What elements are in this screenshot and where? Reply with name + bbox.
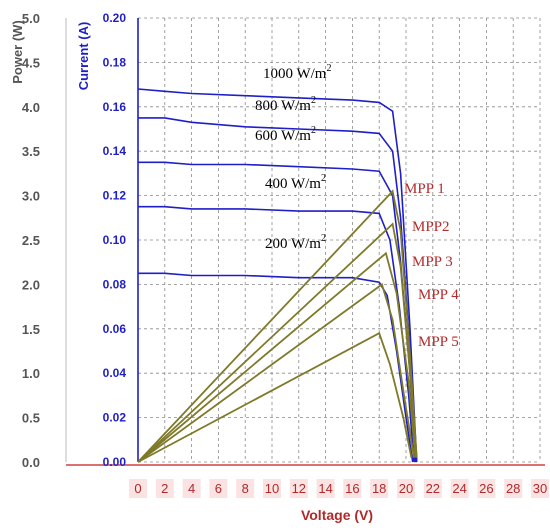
irradiance-label: 400 W/m2 <box>265 173 326 192</box>
x-tick-label: 26 <box>479 481 493 496</box>
x-tick-box <box>450 479 469 498</box>
x-tick-box <box>370 479 389 498</box>
x-tick-label: 30 <box>533 481 547 496</box>
x-tick-label: 20 <box>399 481 413 496</box>
current-tick-label: 0.16 <box>103 100 127 114</box>
power-tick-label: 0.0 <box>22 455 40 470</box>
power-tick-label: 4.5 <box>22 55 40 70</box>
power-tick-label: 4.0 <box>22 100 40 115</box>
power-tick-label: 3.5 <box>22 144 40 159</box>
x-tick-box <box>182 479 201 498</box>
x-tick-box <box>531 479 549 498</box>
power-tick-label: 2.0 <box>22 277 40 292</box>
current-tick-label: 0.04 <box>103 366 127 380</box>
x-tick-box <box>316 479 335 498</box>
current-curves <box>137 88 418 463</box>
x-tick-label: 22 <box>426 481 440 496</box>
x-tick-box <box>209 479 228 498</box>
power-tick-label: 0.5 <box>22 411 40 426</box>
power-tick-label: 1.5 <box>22 322 40 337</box>
x-tick-box <box>423 479 442 498</box>
current-axis-title: Current (A) <box>76 22 91 91</box>
irradiance-superscript: 2 <box>321 173 326 184</box>
current-tick-label: 0.08 <box>103 277 127 291</box>
irradiance-label: 200 W/m2 <box>265 233 326 252</box>
irradiance-superscript: 2 <box>311 125 316 136</box>
axes: 5.0 4.5 4.0 3.5 3.0 2.5 2.0 1.5 1.0 0.5 0.0 0.20 0.1… <box>10 11 549 523</box>
mpp-label: MPP 1 <box>404 181 445 197</box>
mpp-label: MPP 5 <box>418 334 459 350</box>
x-tick-label: 14 <box>318 481 332 496</box>
irradiance-label: 1000 W/m2 <box>263 63 331 82</box>
irradiance-superscript: 2 <box>311 95 316 106</box>
x-tick-label: 8 <box>242 481 249 496</box>
irradiance-superscript: 2 <box>326 63 331 74</box>
current-tick-label: 0.02 <box>103 411 127 425</box>
power-tick-label: 1.0 <box>22 366 40 381</box>
x-tick-label: 12 <box>292 481 306 496</box>
current-tick-label: 0.06 <box>103 322 127 336</box>
power-curve-4 <box>137 282 415 463</box>
x-axis-title: Voltage (V) <box>301 507 373 523</box>
x-tick-label: 4 <box>188 481 195 496</box>
x-tick-label: 6 <box>215 481 222 496</box>
x-tick-label: 0 <box>134 481 141 496</box>
x-tick-box <box>397 479 415 498</box>
power-axis-title: Power (W) <box>10 20 25 84</box>
current-curve-5 <box>138 272 414 463</box>
x-tick-box <box>504 479 523 498</box>
current-tick-label: 0.14 <box>103 144 127 158</box>
mpp-label: MPP 4 <box>418 287 459 303</box>
power-tick-label: 2.5 <box>22 233 40 248</box>
x-tick-box <box>289 479 308 498</box>
x-tick-label: 28 <box>506 481 520 496</box>
x-tick-label: 2 <box>161 481 168 496</box>
current-curve-1 <box>137 88 418 463</box>
power-curve-1 <box>137 189 418 463</box>
power-curve-2 <box>137 222 418 463</box>
mpp-label: MPP 3 <box>412 254 453 270</box>
x-tick-box <box>343 479 362 498</box>
current-tick-label: 0.12 <box>103 189 127 203</box>
x-tick-label: 10 <box>265 481 279 496</box>
x-tick-box <box>155 479 174 498</box>
grid <box>137 17 541 463</box>
x-tick-label: 24 <box>452 481 466 496</box>
irradiance-label: 600 W/m2 <box>255 125 316 144</box>
current-tick-label: 0.20 <box>103 11 127 25</box>
x-tick-box <box>236 479 255 498</box>
power-tick-label: 3.0 <box>22 189 40 204</box>
irradiance-superscript: 2 <box>321 233 326 244</box>
mpp-label: MPP2 <box>412 219 450 235</box>
irradiance-label: 800 W/m2 <box>255 95 316 114</box>
power-curve-5 <box>137 331 413 463</box>
current-tick-label: 0.18 <box>103 55 127 69</box>
current-tick-label: 0.00 <box>103 455 127 469</box>
x-tick-box <box>477 479 496 498</box>
x-tick-label: 16 <box>345 481 359 496</box>
power-tick-label: 5.0 <box>22 11 40 26</box>
x-tick-label: 18 <box>372 481 386 496</box>
x-tick-box <box>129 479 147 498</box>
annotations: 1000 W/m2 800 W/m2 600 W/m2 400 W/m2 200 W/m… <box>255 63 459 350</box>
power-curves <box>137 189 418 463</box>
power-curve-3 <box>137 251 417 463</box>
x-tick-box <box>263 479 281 498</box>
current-tick-label: 0.10 <box>103 233 127 247</box>
